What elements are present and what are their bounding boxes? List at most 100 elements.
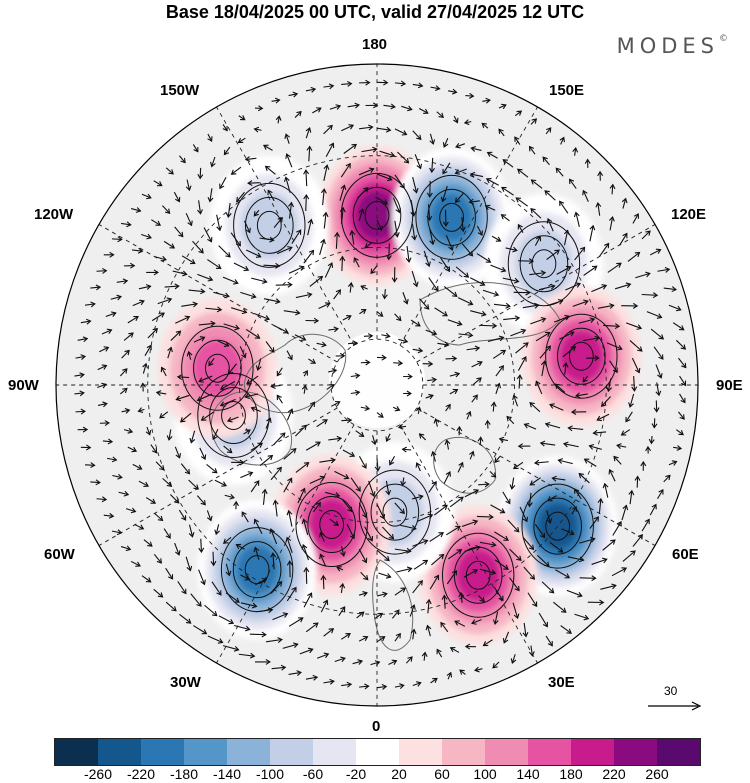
- wind-arrow: [429, 157, 435, 174]
- wind-arrow: [240, 602, 258, 609]
- wind-arrow: [370, 660, 381, 666]
- wind-arrow: [469, 171, 484, 178]
- wind-arrow: [207, 188, 214, 203]
- wind-arrow: [454, 192, 465, 203]
- wind-arrow: [119, 368, 128, 377]
- wind-arrow: [250, 480, 260, 493]
- meridian-line: [416, 407, 656, 546]
- wind-arrow: [297, 487, 306, 504]
- wind-arrow: [443, 286, 458, 298]
- coastlines: [210, 282, 561, 651]
- contour-line: [453, 546, 503, 604]
- wind-arrow: [188, 524, 195, 538]
- wind-arrow: [303, 249, 315, 264]
- contour-line: [382, 497, 408, 527]
- wind-arrow: [166, 429, 173, 441]
- wind-arrow: [612, 520, 622, 536]
- wind-arrow: [530, 179, 543, 189]
- colorbar-swatch: [270, 739, 313, 765]
- wind-arrow: [401, 446, 412, 453]
- wind-arrow: [261, 488, 268, 505]
- wind-arrow: [428, 480, 437, 493]
- wind-arrow: [582, 189, 589, 203]
- wind-arrow: [413, 559, 429, 570]
- wind-arrow: [307, 218, 314, 236]
- wind-arrow: [188, 288, 206, 295]
- wind-arrow: [627, 251, 641, 262]
- contour-line: [465, 560, 491, 590]
- wind-arrow: [286, 350, 293, 361]
- wind-arrow: [461, 519, 479, 527]
- wind-arrow: [393, 360, 404, 367]
- meridian-line: [216, 106, 355, 346]
- colorbar-tick-label: -20: [345, 766, 367, 782]
- wind-arrow: [185, 179, 192, 192]
- wind-arrow: [389, 455, 396, 466]
- wind-arrow: [154, 512, 164, 522]
- wind-arrow: [678, 411, 685, 420]
- wind-arrow: [376, 311, 384, 317]
- wind-arrow: [74, 372, 85, 379]
- wind-arrow: [217, 340, 230, 347]
- wind-arrow: [151, 219, 162, 226]
- wind-arrow: [328, 326, 340, 333]
- wind-arrow: [559, 200, 569, 214]
- wind-arrow: [376, 173, 393, 182]
- anomaly-band: [456, 549, 501, 602]
- wind-arrow: [394, 587, 407, 596]
- wind-arrow: [143, 539, 153, 547]
- wind-arrow: [218, 615, 235, 625]
- wind-arrow: [288, 201, 294, 219]
- wind-arrow: [188, 479, 199, 490]
- wind-arrow: [502, 631, 510, 644]
- wind-arrow: [339, 255, 346, 272]
- wind-arrow: [233, 624, 251, 632]
- wind-arrow: [197, 273, 214, 282]
- wind-arrow: [368, 480, 376, 498]
- wind-arrow: [457, 297, 474, 306]
- wind-arrow: [350, 372, 361, 379]
- wind-arrow: [150, 444, 158, 454]
- wind-arrow: [170, 330, 182, 341]
- wind-arrow: [436, 111, 445, 119]
- wind-arrow: [446, 671, 453, 680]
- wind-arrow: [471, 360, 483, 368]
- wind-arrow: [320, 574, 327, 590]
- wind-arrow: [364, 242, 372, 249]
- contour-line: [209, 387, 258, 445]
- wind-arrow: [651, 418, 658, 429]
- lon-label-60w: 60W: [44, 546, 75, 563]
- wind-arrow: [99, 420, 110, 427]
- wind-arrow: [411, 270, 419, 288]
- wind-arrow: [434, 504, 448, 516]
- wind-arrow: [185, 212, 193, 227]
- colorbar-swatch: [356, 739, 399, 765]
- wind-arrow: [572, 299, 589, 307]
- colorbar-swatch: [571, 739, 614, 765]
- wind-arrow: [566, 589, 583, 598]
- wind-arrow: [622, 550, 636, 562]
- wind-arrow: [225, 202, 232, 219]
- wind-arrow: [134, 523, 145, 530]
- wind-arrow: [121, 408, 131, 414]
- anomaly-band: [515, 230, 573, 298]
- wind-arrow: [294, 334, 307, 341]
- wind-arrow: [247, 180, 260, 186]
- wind-arrow: [198, 375, 213, 383]
- wind-arrow: [478, 595, 485, 603]
- wind-arrow: [419, 298, 430, 310]
- wind-arrow: [502, 491, 511, 505]
- wind-arrow: [425, 598, 432, 614]
- wind-arrow: [641, 518, 650, 532]
- wind-arrow: [275, 281, 293, 288]
- wind-arrow: [620, 429, 631, 436]
- wind-arrow: [440, 257, 451, 273]
- wind-arrow: [412, 347, 424, 354]
- meridian-line: [416, 224, 656, 363]
- wind-arrow: [318, 302, 331, 309]
- wind-arrow: [270, 552, 277, 570]
- wind-arrow: [123, 262, 136, 269]
- wind-arrow: [613, 455, 622, 465]
- contour-line: [364, 200, 390, 230]
- wind-arrow: [147, 327, 158, 339]
